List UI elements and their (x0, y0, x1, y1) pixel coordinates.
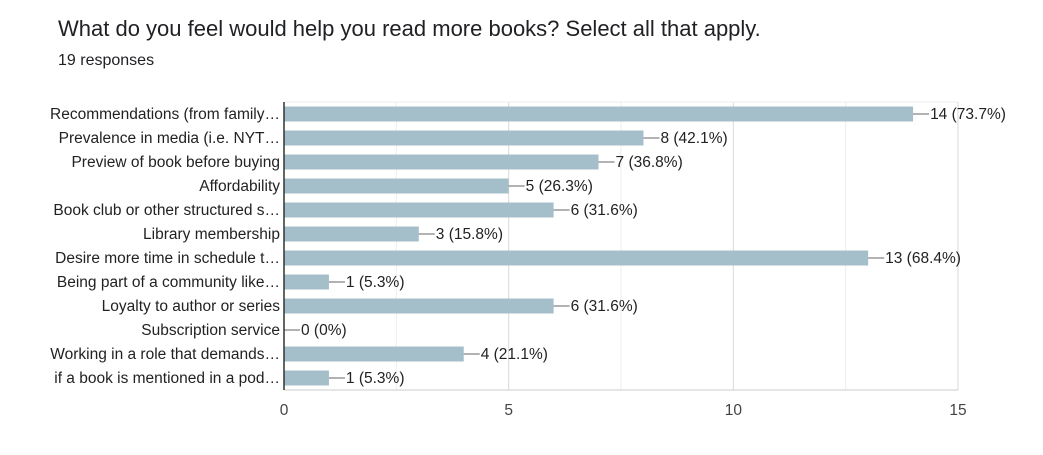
category-label: if a book is mentioned in a pod… (54, 370, 280, 387)
x-tick-label: 15 (949, 402, 966, 419)
value-label: 0 (0%) (301, 322, 347, 339)
bar (284, 226, 419, 242)
value-label: 14 (73.7%) (930, 106, 1006, 123)
value-label: 13 (68.4%) (885, 250, 961, 267)
category-label: Subscription service (141, 322, 280, 339)
category-label: Library membership (143, 226, 280, 243)
x-tick-label: 0 (280, 402, 289, 419)
bar (284, 370, 329, 386)
category-label: Prevalence in media (i.e. NYT… (59, 130, 280, 147)
bar (284, 130, 644, 146)
value-label: 7 (36.8%) (616, 154, 683, 171)
value-label: 6 (31.6%) (571, 298, 638, 315)
value-label: 3 (15.8%) (436, 226, 503, 243)
bar (284, 154, 599, 170)
bar (284, 298, 554, 314)
category-label: Affordability (199, 178, 280, 195)
value-label: 1 (5.3%) (346, 274, 405, 291)
category-label: Recommendations (from family… (50, 106, 280, 123)
axis-layer: 0 5 10 15 (280, 102, 967, 419)
value-label: 8 (42.1%) (660, 130, 727, 147)
category-label: Loyalty to author or series (102, 298, 281, 315)
value-label: 5 (26.3%) (526, 178, 593, 195)
category-label: Preview of book before buying (71, 154, 280, 171)
x-tick-label: 10 (725, 402, 743, 419)
value-label: 4 (21.1%) (481, 346, 548, 363)
x-tick-label: 5 (504, 402, 513, 419)
bar (284, 178, 509, 194)
category-label: Being part of a community like… (57, 274, 280, 291)
bar (284, 106, 914, 122)
labels-layer: Recommendations (from family… 14 (73.7%) P… (50, 106, 1006, 387)
category-label: Desire more time in schedule t… (55, 250, 280, 267)
category-label: Working in a role that demands… (50, 346, 280, 363)
bar (284, 346, 464, 362)
bar (284, 274, 329, 290)
value-label: 1 (5.3%) (346, 370, 405, 387)
bars-layer (284, 106, 914, 386)
value-label: 6 (31.6%) (571, 202, 638, 219)
category-label: Book club or other structured s… (53, 202, 280, 219)
question-title: What do you feel would help you read mor… (58, 16, 761, 41)
bar (284, 202, 554, 218)
response-count: 19 responses (58, 52, 155, 69)
bar (284, 250, 869, 266)
